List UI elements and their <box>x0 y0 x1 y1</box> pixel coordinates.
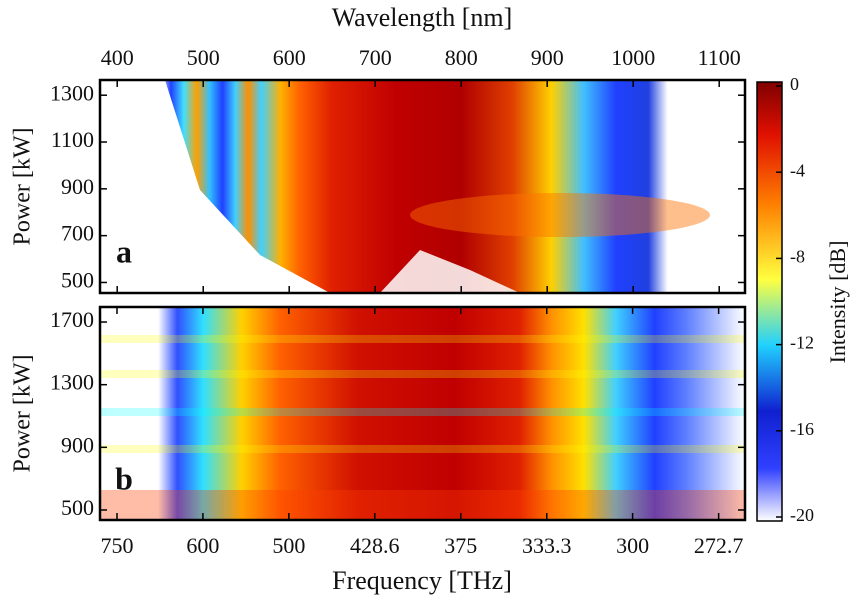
panel-label: a <box>116 233 132 269</box>
x-tick-label: 333.3 <box>522 533 572 558</box>
y-tick-label: 700 <box>61 221 94 246</box>
band <box>410 193 710 237</box>
colorbar-tick-label: 0 <box>790 74 799 94</box>
x-tick-label: 375 <box>444 533 477 558</box>
x-tick-label: 500 <box>272 533 305 558</box>
y-tick-label: 500 <box>61 268 94 293</box>
y-tick-label: 900 <box>61 432 94 457</box>
x-tick-label: 500 <box>187 45 220 70</box>
y-tick-label: 1700 <box>50 307 94 332</box>
colorbar-tick-label: -16 <box>790 419 814 439</box>
colorbar-tick-label: -8 <box>790 247 805 267</box>
x-tick-label: 400 <box>101 45 134 70</box>
y-tick-label: 500 <box>61 495 94 520</box>
empty-region <box>380 250 520 293</box>
heatmap-b <box>100 307 745 520</box>
x-axis-label: Frequency [THz] <box>332 566 512 595</box>
x-tick-label: 1000 <box>611 45 655 70</box>
y-axis-label: Power [kW] <box>10 128 36 246</box>
x-tick-label: 272.7 <box>694 533 744 558</box>
x-tick-label: 1100 <box>698 45 741 70</box>
y-tick-label: 1100 <box>51 127 94 152</box>
panel-label: b <box>115 460 133 496</box>
stripes <box>100 335 745 453</box>
colorbar-tick-label: -20 <box>790 505 814 525</box>
frame <box>98 305 747 522</box>
x-tick-label: 600 <box>273 45 306 70</box>
x-tick-label: 750 <box>100 533 133 558</box>
colorbar-tick-label: -12 <box>790 333 814 353</box>
colorbar-tick-label: -4 <box>790 160 805 180</box>
x-tick-label: 300 <box>616 533 649 558</box>
y-axis-label: Power [kW] <box>10 355 36 473</box>
y-tick-label: 1300 <box>50 80 94 105</box>
x-tick-label: 428.6 <box>350 533 400 558</box>
y-tick-label: 900 <box>61 174 94 199</box>
x-tick-label: 900 <box>531 45 564 70</box>
x-tick-label: 700 <box>359 45 392 70</box>
colorbar-label: Intensity [dB] <box>825 241 850 364</box>
x-tick-label: 800 <box>445 45 478 70</box>
empty-region <box>100 80 330 293</box>
band <box>100 490 745 520</box>
frame <box>98 78 747 295</box>
x-axis-label: Wavelength [nm] <box>332 3 513 32</box>
colorbar <box>756 81 783 522</box>
y-tick-label: 1300 <box>50 370 94 395</box>
x-tick-label: 600 <box>186 533 219 558</box>
